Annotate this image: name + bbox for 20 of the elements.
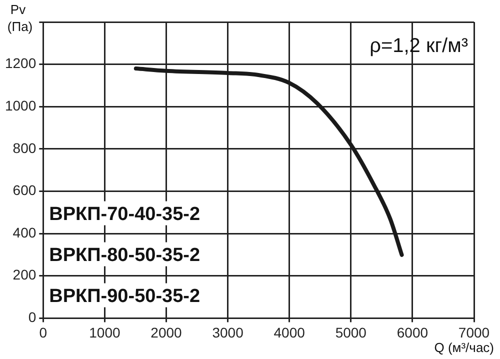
- y-tick-label: 800: [12, 140, 36, 156]
- annotation: ВРКП-90-50-35-2: [49, 286, 200, 308]
- y-tick-label: 0: [28, 309, 36, 326]
- y-tick-label: 1200: [4, 55, 36, 72]
- x-tick-label: 2000: [150, 324, 182, 340]
- x-tick-label: 1000: [89, 324, 120, 340]
- annotation: ВРКП-70-40-35-2: [49, 204, 200, 226]
- x-tick-label: 4000: [274, 324, 306, 340]
- x-tick-label: 7000: [458, 324, 490, 340]
- x-tick-label: 5000: [335, 324, 367, 340]
- annotation: ВРКП-80-50-35-2: [49, 245, 200, 266]
- x-tick-label: 0: [39, 324, 48, 340]
- y-axis-title: Pv (Па): [7, 2, 33, 34]
- x-tick-label: 6000: [396, 324, 428, 340]
- y-tick-label: 200: [12, 266, 36, 283]
- x-axis-title: Q (м³/час): [434, 340, 494, 355]
- x-tick-label: 3000: [212, 324, 244, 340]
- y-tick-label: 600: [12, 182, 36, 198]
- y-tick-label: 400: [12, 224, 36, 240]
- y-tick-label: 1000: [4, 97, 36, 114]
